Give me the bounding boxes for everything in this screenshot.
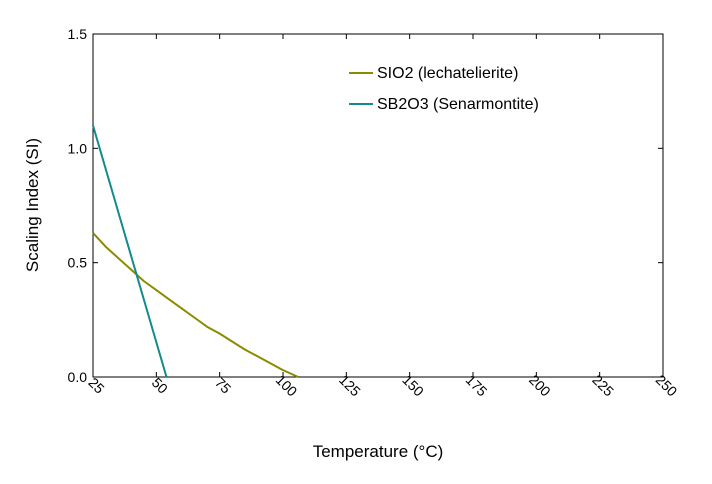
y-tick-label: 1.0 <box>68 140 88 156</box>
plot-frame <box>92 33 664 378</box>
series-line <box>92 125 168 378</box>
x-axis-title: Temperature (°C) <box>313 442 444 461</box>
y-tick-label: 1.5 <box>68 26 88 42</box>
legend: SIO2 (lechatelierite) SB2O3 (Senarmontite… <box>349 65 539 113</box>
y-tick-label: 0.0 <box>68 369 88 385</box>
y-axis-ticks: 0.0 0.5 1.0 1.5 <box>68 26 663 385</box>
legend-label: SB2O3 (Senarmontite) <box>377 96 539 113</box>
y-axis-title: Scaling Index (SI) <box>23 138 42 272</box>
series-layer <box>92 125 299 378</box>
legend-label: SIO2 (lechatelierite) <box>377 65 518 82</box>
y-tick-label: 0.5 <box>68 255 88 271</box>
series-line <box>92 232 299 378</box>
